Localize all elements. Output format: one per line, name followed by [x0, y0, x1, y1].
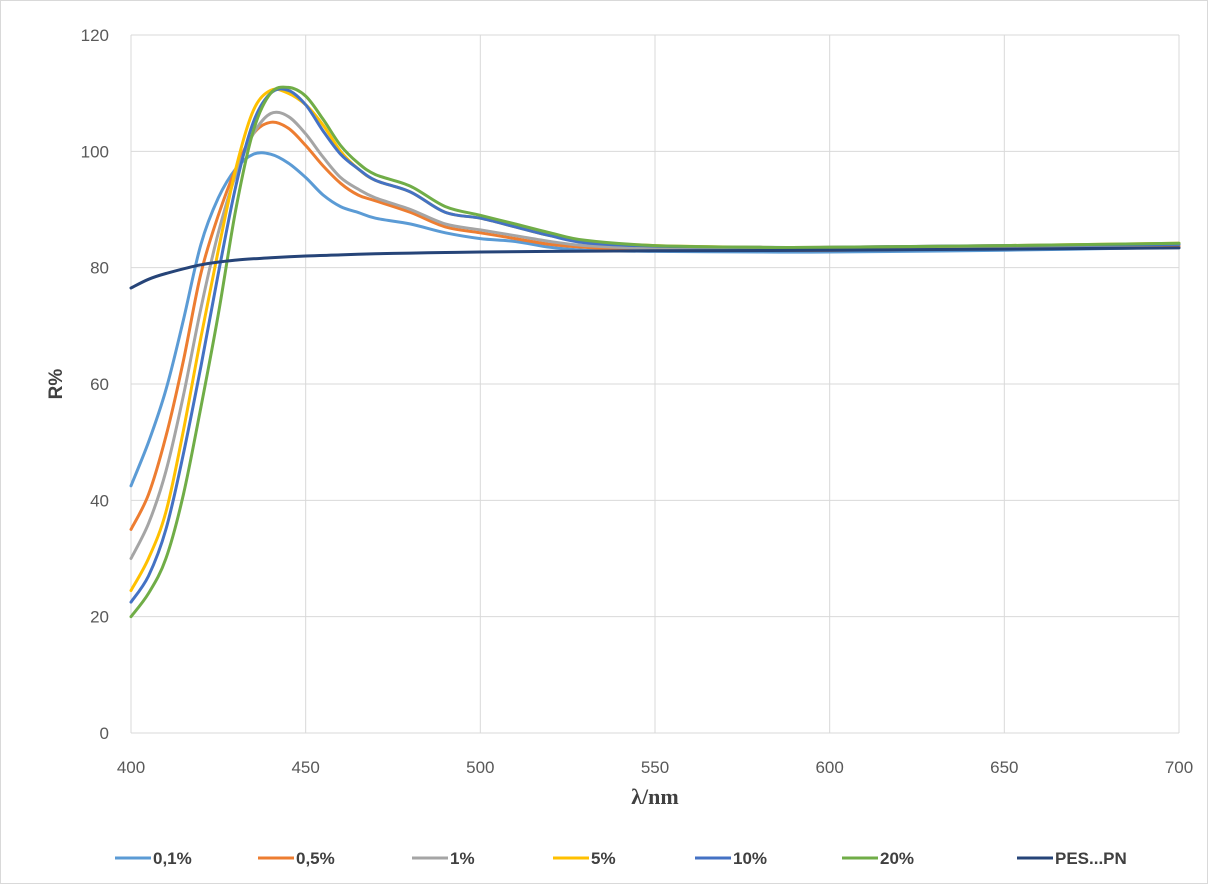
x-tick-label: 700 [1165, 758, 1193, 777]
y-tick-label: 60 [90, 375, 109, 394]
legend-entry-label: 20% [880, 849, 914, 868]
gridlines [130, 34, 1180, 734]
y-tick-label: 0 [100, 724, 109, 743]
x-tick-label: 600 [815, 758, 843, 777]
legend: 0,1% 0,5% 1% 5% 10% 20% PES...PN [115, 849, 1127, 868]
y-tick-label: 120 [81, 26, 109, 45]
legend-entry-label: PES...PN [1055, 849, 1127, 868]
y-tick-label: 100 [81, 142, 109, 161]
y-axis-label: R% [46, 369, 67, 400]
x-tick-label: 450 [291, 758, 319, 777]
series-line-7 [129, 246, 1181, 290]
y-tick-label: 40 [90, 491, 109, 510]
legend-entry-label: 0,1% [153, 849, 192, 868]
y-tick-label: 80 [90, 259, 109, 278]
x-axis-label: λ/nm [631, 784, 678, 809]
legend-entry-label: 10% [733, 849, 767, 868]
x-tick-label: 500 [466, 758, 494, 777]
legend-entry-label: 1% [450, 849, 475, 868]
legend-entry-label: 5% [591, 849, 616, 868]
x-tick-label: 650 [990, 758, 1018, 777]
series-line-6 [129, 85, 1181, 619]
x-axis-ticks: 400 450 500 550 600 650 700 [117, 758, 1193, 777]
y-axis-ticks: 0 20 40 60 80 100 120 [81, 26, 109, 743]
series-lines [129, 85, 1181, 619]
x-tick-label: 550 [641, 758, 669, 777]
legend-entry-label: 0,5% [296, 849, 335, 868]
y-tick-label: 20 [90, 608, 109, 627]
x-tick-label: 400 [117, 758, 145, 777]
